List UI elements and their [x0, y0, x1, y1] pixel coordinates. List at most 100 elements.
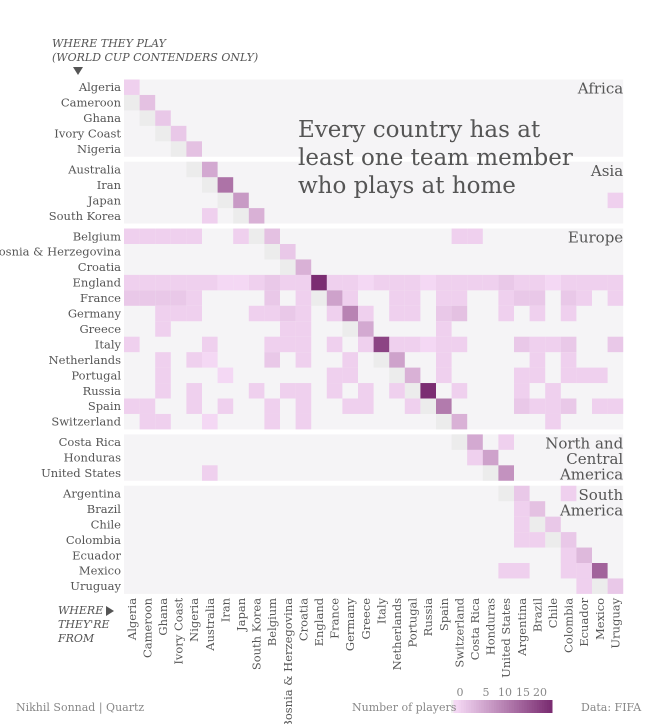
heatmap-cell: [326, 383, 343, 399]
row-label: Ghana: [83, 111, 121, 125]
legend-swatch: [498, 700, 502, 713]
diagonal-shade-cell: [155, 125, 171, 142]
diagonal-shade-cell: [124, 94, 140, 111]
row-label: United States: [41, 466, 121, 480]
heatmap-cell: [139, 290, 156, 306]
row-label: Ivory Coast: [54, 127, 121, 141]
legend-swatch: [531, 700, 535, 713]
heatmap-cell: [202, 413, 218, 430]
heatmap-cell: [295, 336, 312, 353]
heatmap-cell: [576, 290, 592, 306]
heatmap-cell: [560, 352, 577, 368]
heatmap-cell: [607, 398, 624, 414]
heatmap-cell: [139, 413, 156, 430]
heatmap-cell: [326, 367, 343, 384]
y-axis-title-line-2: (WORLD CUP CONTENDERS ONLY): [52, 51, 259, 64]
heatmap-cell: [389, 383, 405, 399]
heatmap-cell: [529, 305, 546, 322]
column-label: Belgium: [265, 598, 279, 646]
legend-swatch: [546, 700, 550, 713]
heatmap-cell: [451, 274, 468, 291]
legend-swatch: [496, 700, 500, 713]
row-label: Croatia: [78, 260, 121, 274]
heatmap-cell: [482, 274, 499, 291]
row-label: Spain: [88, 399, 122, 413]
heatmap-cell: [514, 501, 530, 517]
heatmap-cell: [420, 336, 436, 353]
y-axis-title-line-1: WHERE THEY PLAY: [52, 37, 166, 50]
heatmap-cell: [529, 398, 546, 414]
home-cell: [358, 321, 374, 337]
heatmap-cell: [607, 336, 624, 353]
legend-swatch: [511, 700, 515, 713]
column-label: Honduras: [484, 598, 498, 655]
row-label: Netherlands: [49, 353, 122, 367]
heatmap-cell: [373, 274, 390, 291]
heatmap-cell: [514, 516, 530, 533]
heatmap-cell: [139, 228, 156, 244]
heatmap-cell: [436, 336, 452, 353]
row-label: Argentina: [62, 486, 121, 500]
heatmap-cell: [436, 321, 452, 337]
heatmap-cell: [514, 398, 530, 414]
heatmap-cell: [295, 398, 312, 414]
row-label: Uruguay: [70, 579, 121, 593]
heatmap-cell: [389, 274, 405, 291]
diagonal-shade-cell: [436, 413, 452, 430]
legend-swatch: [501, 700, 505, 713]
legend-swatch: [541, 700, 545, 713]
row-label: Mexico: [79, 564, 121, 578]
legend-swatch: [471, 700, 475, 713]
column-label: Brazil: [530, 598, 544, 633]
heatmap-cell: [545, 398, 561, 414]
heatmap-cell: [404, 274, 421, 291]
region-label: America: [559, 501, 623, 519]
heatmap-cell: [155, 413, 171, 430]
diagonal-shade-cell: [139, 110, 156, 126]
row-label: Cameroon: [61, 96, 122, 110]
home-cell: [326, 290, 343, 306]
row-label: Chile: [91, 517, 122, 531]
row-label: Russia: [83, 384, 122, 398]
heatmap-cell: [264, 290, 280, 306]
heatmap-cell: [186, 274, 202, 291]
heatmap-cell: [576, 274, 592, 291]
heatmap-cell: [358, 336, 374, 353]
heatmap-cell: [170, 274, 187, 291]
heatmap-cell: [560, 274, 577, 291]
heatmap-cell: [202, 274, 218, 291]
row-label: Costa Rica: [59, 435, 122, 449]
heatmap-cell: [514, 383, 530, 399]
heatmap-cell: [155, 305, 171, 322]
home-cell: [233, 192, 249, 209]
heatmap-cell: [124, 398, 140, 414]
region-label: South: [579, 486, 624, 504]
legend-swatch: [491, 700, 495, 713]
heatmap-cell: [498, 274, 514, 291]
home-cell: [186, 141, 202, 157]
column-label: Bosnia & Herzegovina: [281, 598, 295, 724]
column-label: Ivory Coast: [172, 598, 186, 665]
column-label: South Korea: [250, 598, 264, 670]
diagonal-shade-cell: [202, 177, 218, 193]
column-label: England: [312, 597, 326, 646]
row-label: Greece: [79, 322, 121, 336]
legend-swatch: [486, 700, 490, 713]
heatmap-cell: [124, 228, 140, 244]
column-label: Croatia: [296, 598, 310, 641]
legend-swatch: [466, 700, 470, 713]
legend-swatch: [468, 700, 472, 713]
heatmap-cell: [514, 274, 530, 291]
heatmap-cell: [498, 290, 514, 306]
heatmap-cell: [124, 274, 140, 291]
heatmap-cell: [280, 383, 296, 399]
heatmap-cell: [404, 398, 421, 414]
heatmap-cell: [155, 228, 171, 244]
row-label: Germany: [68, 307, 122, 321]
home-cell: [311, 274, 327, 291]
heatmap-cell: [560, 290, 577, 306]
legend-tick: 10: [498, 686, 512, 699]
heatmap-cell: [576, 367, 592, 384]
column-label: Chile: [546, 598, 560, 629]
heatmap-cell: [264, 274, 280, 291]
